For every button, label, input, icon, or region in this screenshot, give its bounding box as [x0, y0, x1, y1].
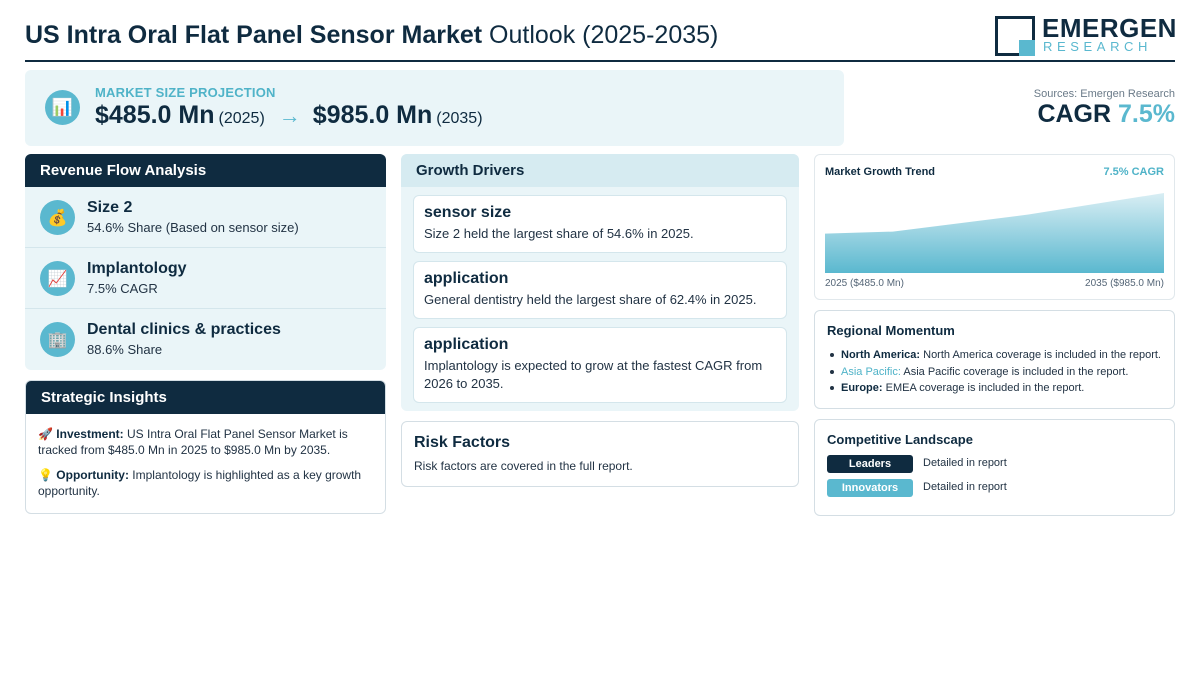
competitor-row: Innovators Detailed in report — [827, 479, 1162, 497]
sources-text: Sources: Emergen Research — [1033, 88, 1175, 100]
page-title: US Intra Oral Flat Panel Sensor Market O… — [25, 21, 718, 49]
chart-x-start-label: 2025 ($485.0 Mn) — [825, 278, 904, 289]
driver-title: application — [424, 336, 509, 353]
competitor-detail: Detailed in report — [923, 481, 1007, 493]
end-value: $985.0 Mn — [312, 101, 433, 129]
end-year: (2035) — [436, 110, 483, 127]
region-text: Asia Pacific coverage is included in the… — [903, 365, 1129, 378]
region-name: Asia Pacific: — [841, 365, 901, 378]
chart-x-end-label: 2035 ($985.0 Mn) — [1085, 278, 1164, 289]
region-item: Europe: EMEA coverage is included in the… — [827, 380, 1162, 397]
insight-item: 🚀 Investment: US Intra Oral Flat Panel S… — [38, 426, 373, 458]
cagr-label: CAGR — [1037, 100, 1112, 128]
driver-text: Size 2 held the largest share of 54.6% i… — [424, 226, 694, 241]
insight-label: Investment: — [56, 427, 124, 441]
competitor-detail: Detailed in report — [923, 457, 1007, 469]
region-item: North America: North America coverage is… — [827, 347, 1162, 364]
strategic-insights-body: 🚀 Investment: US Intra Oral Flat Panel S… — [26, 414, 385, 499]
region-name: North America: — [841, 349, 921, 361]
logo-mark-icon — [995, 16, 1035, 56]
projection-values: $485.0 Mn (2025) → $985.0 Mn (2035) — [95, 101, 483, 130]
page-title-period: Outlook (2025-2035) — [489, 21, 719, 49]
rocket-icon: 🚀 — [38, 427, 53, 441]
bar-chart-icon: 📊 — [45, 90, 80, 125]
insight-label: Opportunity: — [56, 468, 129, 482]
driver-item: application Implantology is expected to … — [413, 327, 787, 403]
driver-text: Implantology is expected to grow at the … — [424, 358, 763, 391]
money-bag-icon: 💰 — [40, 200, 75, 235]
region-text: North America coverage is included in th… — [923, 349, 1161, 361]
region-text: EMEA coverage is included in the report. — [885, 382, 1085, 394]
risk-factors-text: Risk factors are covered in the full rep… — [414, 459, 633, 473]
cagr-summary: Sources: Emergen Research CAGR 7.5% — [1034, 88, 1175, 128]
regional-momentum-card: Regional Momentum North America: North A… — [814, 310, 1175, 409]
driver-title: application — [424, 270, 509, 287]
driver-title: sensor size — [424, 204, 512, 221]
projection-label: MARKET SIZE PROJECTION — [95, 85, 276, 100]
risk-factors-title: Risk Factors — [414, 434, 511, 451]
driver-item: sensor size Size 2 held the largest shar… — [413, 195, 787, 253]
innovators-badge: Innovators — [827, 479, 913, 497]
cagr-value: 7.5% — [1118, 100, 1175, 128]
regional-momentum-title: Regional Momentum — [827, 323, 955, 338]
logo-sub: RESEARCH — [1043, 39, 1153, 54]
revenue-item: 🏢 Dental clinics & practices 88.6% Share — [25, 309, 386, 370]
chart-title: Market Growth Trend — [825, 166, 936, 178]
start-value: $485.0 Mn — [95, 101, 215, 129]
logo-name: EMERGEN — [1042, 13, 1177, 43]
revenue-item-subtitle: 7.5% CAGR — [87, 281, 158, 296]
market-growth-trend-card: Market Growth Trend 7.5% CAGR 2025 ($485… — [814, 154, 1175, 300]
revenue-flow-card: Revenue Flow Analysis 💰 Size 2 54.6% Sha… — [25, 154, 386, 370]
revenue-item-title: Dental clinics & practices — [87, 321, 281, 338]
revenue-item-subtitle: 54.6% Share (Based on sensor size) — [87, 220, 299, 235]
region-list: North America: North America coverage is… — [827, 347, 1162, 397]
insight-item: 💡 Opportunity: Implantology is highlight… — [38, 467, 373, 499]
strategic-insights-card: Strategic Insights 🚀 Investment: US Intr… — [25, 380, 386, 514]
growth-drivers-title: Growth Drivers — [401, 154, 799, 187]
insight-text: Implantology is highlighted as a key gro… — [38, 468, 362, 498]
competitive-landscape-card: Competitive Landscape Leaders Detailed i… — [814, 419, 1175, 516]
revenue-item: 📈 Implantology 7.5% CAGR — [25, 248, 386, 309]
region-item: Asia Pacific: Asia Pacific coverage is i… — [827, 364, 1162, 381]
driver-item: application General dentistry held the l… — [413, 261, 787, 319]
cagr-headline: CAGR 7.5% — [1034, 100, 1175, 128]
emergen-logo: EMERGEN RESEARCH — [995, 14, 1176, 56]
start-year: (2025) — [218, 110, 265, 127]
growth-drivers-card: Growth Drivers sensor size Size 2 held t… — [401, 154, 799, 411]
trend-area — [825, 193, 1164, 273]
revenue-item-title: Implantology — [87, 260, 187, 277]
lightbulb-icon: 💡 — [38, 468, 53, 482]
trend-up-chart-icon: 📈 — [40, 261, 75, 296]
building-icon: 🏢 — [40, 322, 75, 357]
leaders-badge: Leaders — [827, 455, 913, 473]
risk-factors-card: Risk Factors Risk factors are covered in… — [401, 421, 799, 487]
revenue-item-title: Size 2 — [87, 199, 133, 216]
page-header: US Intra Oral Flat Panel Sensor Market O… — [25, 12, 1176, 62]
growth-area-chart — [825, 193, 1164, 273]
revenue-flow-title: Revenue Flow Analysis — [25, 154, 386, 187]
region-name: Europe: — [841, 382, 883, 394]
strategic-insights-title: Strategic Insights — [26, 381, 385, 414]
arrow-right-icon: → — [278, 103, 301, 128]
competitive-landscape-title: Competitive Landscape — [827, 432, 973, 447]
revenue-item: 💰 Size 2 54.6% Share (Based on sensor si… — [25, 187, 386, 248]
page-title-main: US Intra Oral Flat Panel Sensor Market — [25, 21, 483, 49]
insight-text: US Intra Oral Flat Panel Sensor Market i… — [38, 427, 348, 457]
driver-text: General dentistry held the largest share… — [424, 292, 757, 307]
chart-cagr-annotation: 7.5% CAGR — [1103, 166, 1164, 178]
competitor-row: Leaders Detailed in report — [827, 455, 1162, 473]
market-size-projection: 📊 MARKET SIZE PROJECTION $485.0 Mn (2025)… — [25, 70, 844, 146]
revenue-item-subtitle: 88.6% Share — [87, 342, 163, 357]
